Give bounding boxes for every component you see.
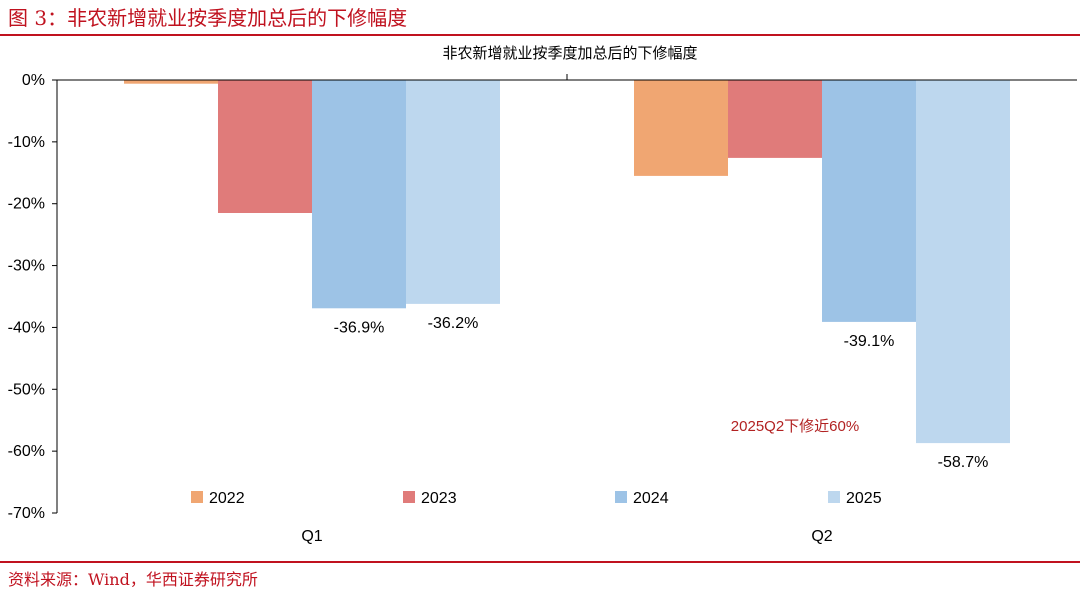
y-tick-label: 0% (22, 72, 45, 89)
bar-chart: 非农新增就业按季度加总后的下修幅度 -36.9% -36.2% -39.1% -58.… (8, 45, 1077, 545)
data-label-2025-Q1: -36.2% (428, 315, 479, 332)
legend-label-2023: 2023 (421, 490, 457, 507)
legend-label-2025: 2025 (846, 490, 882, 507)
y-tick-label: -30% (8, 258, 45, 275)
y-tick-label: -10% (8, 134, 45, 151)
bar-2022-Q1 (124, 80, 218, 84)
chart-title: 非农新增就业按季度加总后的下修幅度 (442, 45, 697, 62)
data-label-2025-Q2: -58.7% (938, 454, 989, 471)
legend-label-2024: 2024 (633, 490, 669, 507)
bar-2024-Q2 (822, 80, 916, 322)
bar-2024-Q1 (312, 80, 406, 309)
top-divider (0, 34, 1080, 36)
y-tick-label: -40% (8, 319, 45, 336)
bar-2025-Q2 (916, 80, 1010, 444)
legend-swatch-2023 (403, 491, 415, 503)
bottom-divider (0, 561, 1080, 563)
legend-swatch-2025 (828, 491, 840, 503)
figure-title: 图 3：非农新增就业按季度加总后的下修幅度 (8, 6, 408, 30)
source-note: 资料来源：Wind，华西证券研究所 (8, 570, 258, 589)
y-tick-label: -60% (8, 443, 45, 460)
annotation-text: 2025Q2下修近60% (731, 418, 859, 435)
legend-swatch-2024 (615, 491, 627, 503)
data-label-2024-Q1: -36.9% (334, 319, 385, 336)
y-tick-label: -70% (8, 505, 45, 522)
bar-2025-Q1 (406, 80, 500, 304)
data-label-2024-Q2: -39.1% (844, 333, 895, 350)
bar-2023-Q1 (218, 80, 312, 213)
y-tick-label: -20% (8, 196, 45, 213)
bar-2023-Q2 (728, 80, 822, 158)
y-tick-label: -50% (8, 381, 45, 398)
legend-label-2022: 2022 (209, 490, 245, 507)
x-tick-label: Q1 (301, 528, 322, 545)
bar-2022-Q2 (634, 80, 728, 176)
legend-swatch-2022 (191, 491, 203, 503)
x-tick-label: Q2 (811, 528, 832, 545)
